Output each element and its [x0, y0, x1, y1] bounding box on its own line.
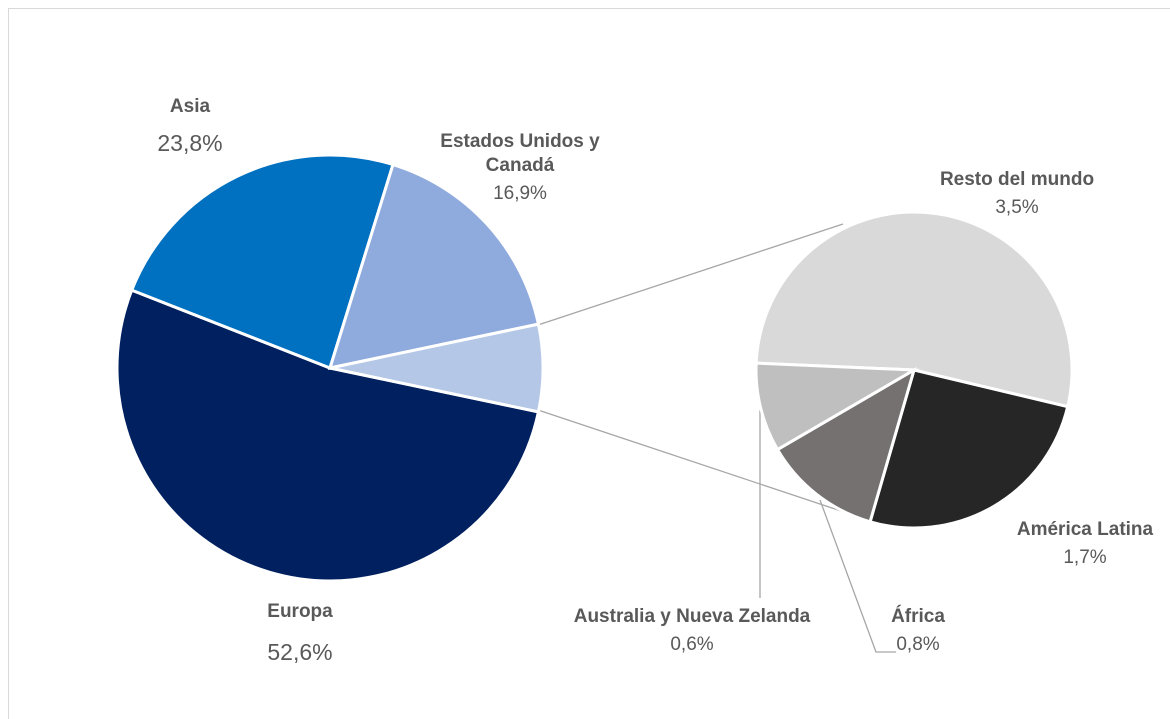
label-value: 1,7% — [1063, 546, 1107, 568]
pie-slice — [868, 368, 1070, 530]
label-value: 3,5% — [995, 196, 1039, 218]
pie-slice — [327, 162, 541, 370]
label-value: 0,6% — [670, 633, 714, 655]
label-name: Australia y Nueva Zelanda — [573, 606, 811, 627]
pie-slice-other — [329, 322, 545, 414]
label-value: 16,9% — [493, 182, 547, 204]
label: América Latina 1,7% — [985, 518, 1170, 570]
leader-line — [819, 499, 896, 653]
label-name: Europa — [267, 601, 333, 622]
connector-line — [537, 409, 869, 521]
label-name: Resto del mundo — [939, 169, 1095, 190]
pie-slice — [775, 366, 917, 524]
label: África 0,8% — [858, 605, 978, 657]
pies — [115, 153, 1074, 583]
label-value: 23,8% — [157, 129, 223, 156]
pie-slice — [754, 210, 1074, 409]
pie-slice — [115, 288, 541, 583]
label: Australia y Nueva Zelanda 0,6% — [572, 605, 812, 657]
pie-slice — [754, 361, 920, 452]
label-name: África — [891, 606, 945, 627]
connectors — [537, 223, 896, 653]
connector-line — [537, 223, 844, 326]
label-name: Estados Unidos y Canadá — [440, 131, 600, 176]
label: Estados Unidos y Canadá 16,9% — [410, 130, 630, 205]
label: Europa 52,6% — [210, 600, 390, 667]
label-name: Asia — [169, 96, 211, 117]
label: Resto del mundo 3,5% — [897, 168, 1137, 220]
label-value: 52,6% — [267, 638, 333, 665]
label-value: 0,8% — [896, 633, 940, 655]
chart-border — [8, 8, 1170, 719]
pie-slice — [129, 153, 395, 370]
label: Asia 23,8% — [100, 95, 280, 158]
label-name: América Latina — [1016, 519, 1154, 540]
